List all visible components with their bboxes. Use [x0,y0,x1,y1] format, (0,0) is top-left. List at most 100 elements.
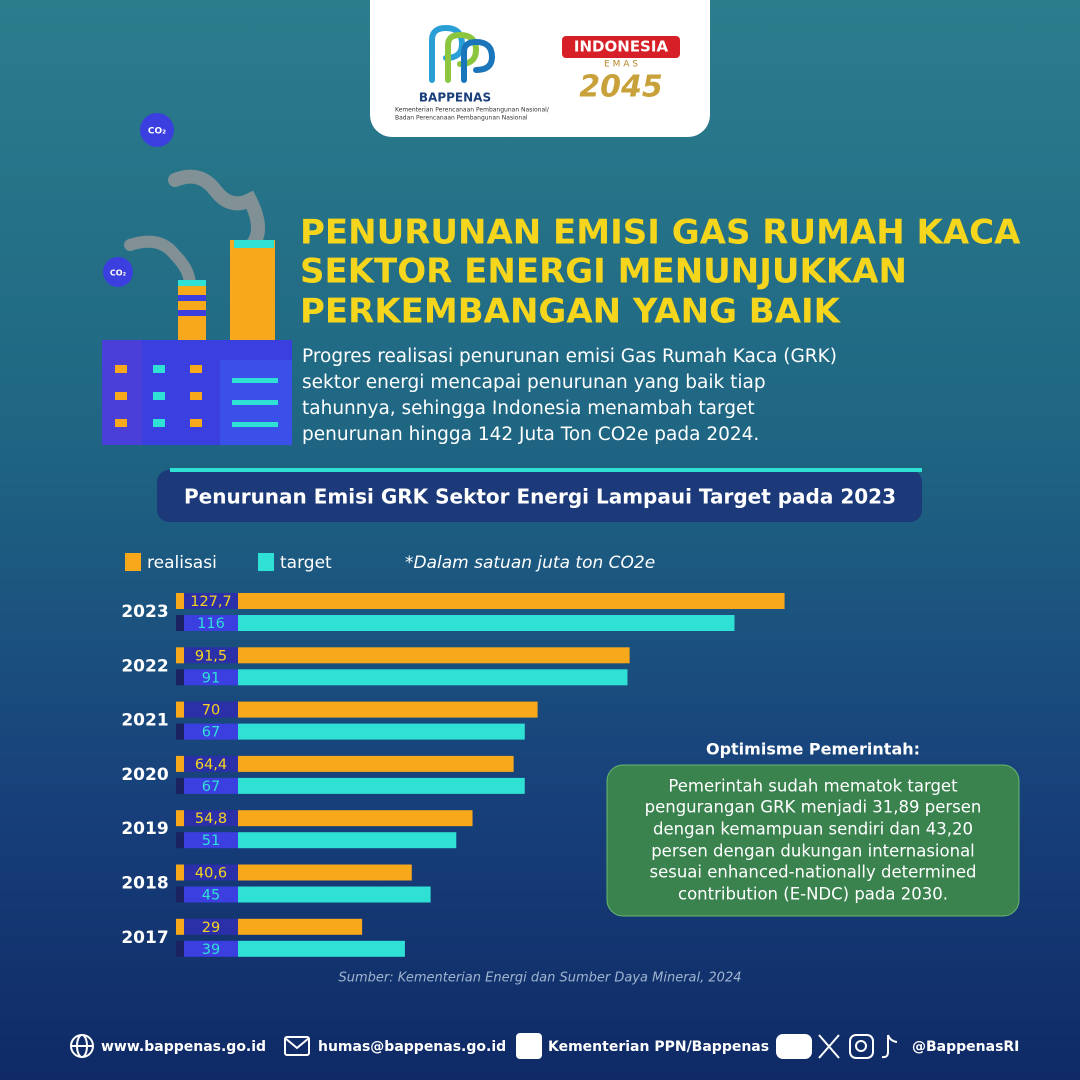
co2-bubble [140,113,174,147]
chart-title-accent [170,468,922,472]
chart-source: Sumber: Kementerian Energi dan Sumber Da… [339,971,742,986]
value-label: 40,6 [195,866,227,882]
legend-label: realisasi [147,553,217,573]
bar-tab [176,647,184,664]
paragraph: tahunnya, sehingga Indonesia menambah ta… [302,398,755,419]
paragraph: Progres realisasi penurunan emisi Gas Ru… [302,346,837,367]
bar-tab [176,864,184,881]
bar [238,723,525,740]
bar [238,918,363,935]
y-tick-label: 2018 [121,874,168,894]
emas-top: INDONESIA [574,38,669,56]
value-box [184,593,238,609]
value-box [184,940,238,957]
value-box [184,647,238,664]
value-box [184,723,238,740]
y-tick-label: 2022 [121,656,168,676]
footer-icons [70,1033,898,1059]
legend-swatch [125,553,141,571]
bar [238,615,735,631]
side-heading: Optimisme Pemerintah: [706,740,920,759]
emas-banner [562,36,680,58]
chart-title-bar [157,470,922,522]
y-tick-label: 2021 [121,711,168,731]
value-label: 39 [202,942,220,958]
bar [238,593,785,609]
value-box [184,777,238,794]
bar [238,755,514,772]
bar-tab [176,723,184,740]
headline: PERKEMBANGAN YANG BAIK [300,292,842,332]
side-text: Pemerintah sudah mematok target [668,777,958,796]
value-label: 70 [202,703,220,719]
legend-swatch [258,553,274,571]
bar [238,701,538,718]
footer-email: humas@bappenas.go.id [318,1039,506,1055]
value-box [184,810,238,827]
value-box [184,864,238,881]
y-tick-label: 2017 [121,928,168,948]
side-text: persen dengan dukungan internasional [651,842,975,861]
value-box [184,755,238,772]
footer-social: @BappenasRI [912,1039,1019,1055]
footer-website: www.bappenas.go.id [101,1039,266,1055]
bar [238,810,473,827]
emas-year: 2045 [579,70,663,105]
footer-facebook: Kementerian PPN/Bappenas [548,1039,769,1055]
logo-name: BAPPENAS [419,91,491,105]
co2-label: CO₂ [148,127,166,137]
value-label: 51 [202,833,220,849]
side-text: pengurangan GRK menjadi 31,89 persen [645,798,982,817]
bar-tab [176,615,184,631]
bar-tab [176,832,184,849]
logo-sub: Badan Perencanaan Pembangunan Nasional [395,115,528,122]
chart-note: *Dalam satuan juta ton CO2e [405,553,655,573]
value-box [184,669,238,686]
y-tick-label: 2020 [121,765,168,785]
bar-tab [176,701,184,718]
bar [238,777,525,794]
bar-tab [176,777,184,794]
value-box [184,615,238,631]
bar-tab [176,810,184,827]
value-label: 91,5 [195,648,227,664]
value-label: 54,8 [195,811,227,827]
value-label: 64,4 [195,757,227,773]
value-box [184,701,238,718]
value-label: 127,7 [190,594,232,610]
value-box [184,886,238,903]
value-label: 116 [197,616,225,632]
bar-tab [176,918,184,935]
y-tick-label: 2023 [121,602,168,622]
value-label: 45 [202,888,220,904]
chart: realisasi target 2023 127,7 116 2022 91,5 91 202… [121,553,785,958]
paragraph: penurunan hingga 142 Juta Ton CO2e pada … [302,424,759,445]
y-tick-label: 2019 [121,819,168,839]
bar-tab [176,593,184,609]
bar-tab [176,940,184,957]
bar [238,832,457,849]
value-box [184,918,238,935]
co2-label: CO₂ [110,269,127,278]
side-text: dengan kemampuan sendiri dan 43,20 [653,820,973,839]
bar-tab [176,669,184,686]
value-label: 29 [202,920,220,936]
bar [238,864,412,881]
value-label: 67 [202,779,220,795]
bar-tab [176,755,184,772]
bar [238,647,630,664]
co2-bubble [103,257,133,287]
value-label: 91 [202,670,220,686]
paragraph: sektor energi mencapai penurunan yang ba… [302,372,766,393]
side-text: sesuai enhanced-nationally determined [650,863,977,882]
bappenas-logo [429,24,496,83]
side-box [606,764,1020,917]
bar [238,940,405,957]
headline: PENURUNAN EMISI GAS RUMAH KACA [300,213,1021,253]
emas-mid: E M A S [604,60,638,70]
bar-tab [176,886,184,903]
value-box [184,832,238,849]
side-text: contribution (E-NDC) pada 2030. [678,885,948,904]
